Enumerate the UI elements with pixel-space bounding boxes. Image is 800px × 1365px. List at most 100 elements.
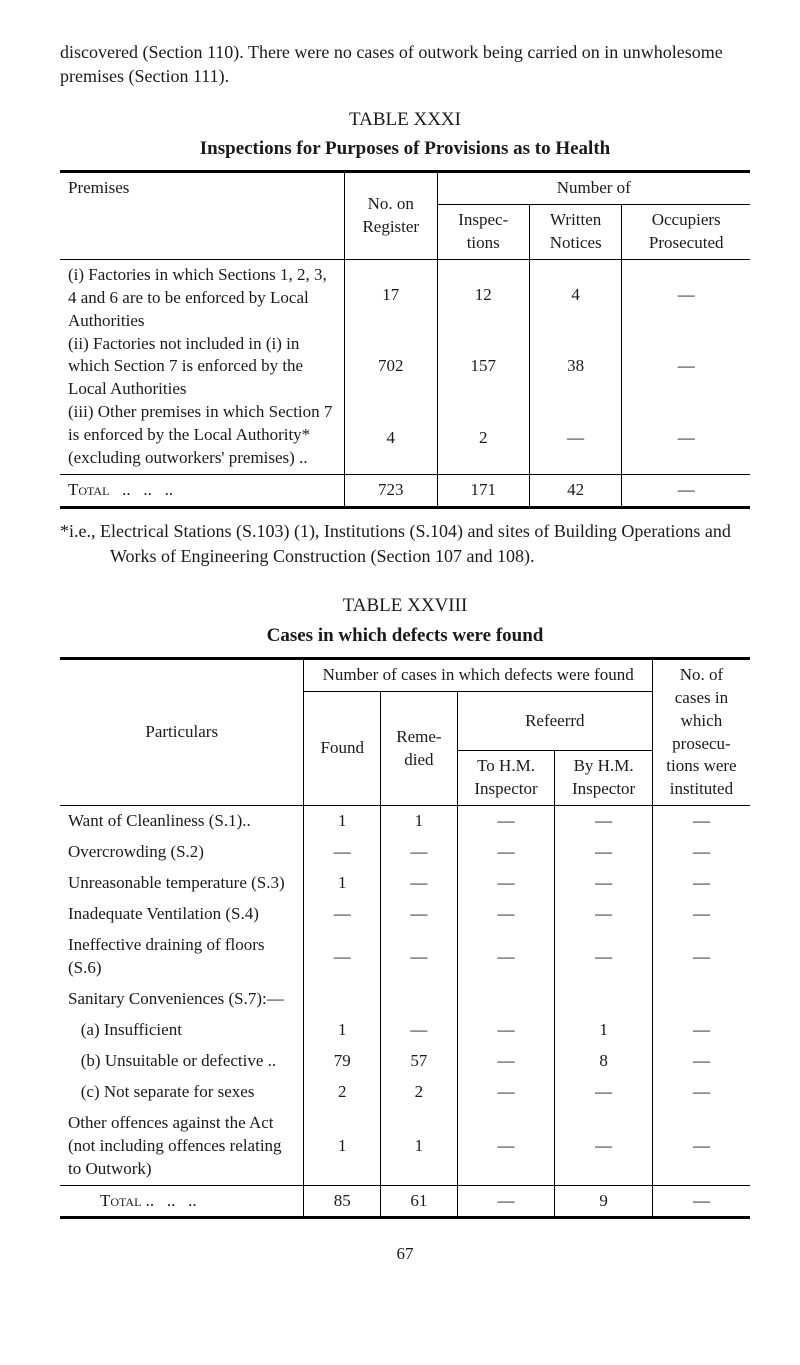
th-remedied: Reme- died	[381, 691, 458, 806]
th-premises: Premises	[60, 171, 345, 259]
cell: —	[652, 806, 750, 837]
th-refeerrd: Refeerrd	[457, 691, 652, 751]
cell	[304, 984, 381, 1015]
cell: 38	[529, 331, 621, 402]
cell: —	[652, 868, 750, 899]
cell-label: Inadequate Ventilation (S.4)	[60, 899, 304, 930]
cell-label: (a) Insufficient	[60, 1015, 304, 1046]
cell: —	[529, 402, 621, 474]
table-row: (c) Not separate for sexes 2 2 — — —	[60, 1077, 750, 1108]
cell: 57	[381, 1046, 458, 1077]
cell: —	[381, 868, 458, 899]
th-prosecutions: No. of cases in which prosecu-tions were…	[652, 658, 750, 806]
cell: 2	[437, 402, 529, 474]
cell: —	[652, 1108, 750, 1185]
cell: —	[652, 1046, 750, 1077]
th-register: No. on Register	[345, 171, 437, 259]
th-number-of: Number of	[437, 171, 750, 204]
cell	[555, 984, 653, 1015]
cell: —	[457, 1185, 555, 1218]
cell: —	[304, 837, 381, 868]
cell: —	[555, 899, 653, 930]
cell: 171	[437, 475, 529, 508]
cell: —	[652, 930, 750, 984]
total-label: Total ..	[100, 1191, 154, 1210]
cell: —	[555, 806, 653, 837]
cell: —	[381, 899, 458, 930]
cell: —	[622, 259, 750, 331]
cell: 8	[555, 1046, 653, 1077]
cell: 4	[345, 402, 437, 474]
table-row-total: Total .. .. .. 85 61 — 9 —	[60, 1185, 750, 1218]
cell: —	[555, 837, 653, 868]
cell: 4	[529, 259, 621, 331]
table-row: Other offences against the Act (not incl…	[60, 1108, 750, 1185]
cell: —	[457, 806, 555, 837]
cell-label: (b) Unsuitable or defective ..	[60, 1046, 304, 1077]
table2-title: TABLE XXVIII	[60, 593, 750, 619]
cell: —	[457, 1046, 555, 1077]
cell: 2	[304, 1077, 381, 1108]
cell: —	[457, 837, 555, 868]
cell: —	[457, 1015, 555, 1046]
row3-label: (iii) Other premises in which Section 7 …	[68, 401, 334, 470]
table-row: Want of Cleanliness (S.1).. 1 1 — — —	[60, 806, 750, 837]
cell: —	[457, 899, 555, 930]
cell: 85	[304, 1185, 381, 1218]
th-to-hm: To H.M. Inspector	[457, 751, 555, 806]
cell: 1	[304, 1015, 381, 1046]
cell	[381, 984, 458, 1015]
cell: —	[555, 1108, 653, 1185]
cell: 1	[304, 1108, 381, 1185]
table1: Premises No. on Register Number of Inspe…	[60, 170, 750, 509]
row1-label: (i) Factories in which Sections 1, 2, 3,…	[68, 264, 334, 333]
cell: —	[381, 930, 458, 984]
cell-label: Unreasonable temperature (S.3)	[60, 868, 304, 899]
cell: —	[457, 868, 555, 899]
cell: 1	[381, 806, 458, 837]
table2-subtitle: Cases in which defects were found	[60, 623, 750, 649]
cell: —	[622, 475, 750, 508]
cell: 17	[345, 259, 437, 331]
th-inspections: Inspec- tions	[437, 204, 529, 259]
cell: —	[622, 331, 750, 402]
cell: —	[555, 1077, 653, 1108]
cell: 1	[381, 1108, 458, 1185]
cell: 157	[437, 331, 529, 402]
th-by-hm: By H.M. Inspector	[555, 751, 653, 806]
cell: 2	[381, 1077, 458, 1108]
cell: 723	[345, 475, 437, 508]
table-row: Sanitary Conveniences (S.7):—	[60, 984, 750, 1015]
cell-label: Want of Cleanliness (S.1)..	[60, 806, 304, 837]
cell-label: Overcrowding (S.2)	[60, 837, 304, 868]
cell-label: Ineffective draining of floors (S.6)	[60, 930, 304, 984]
table1-subtitle: Inspections for Purposes of Provisions a…	[60, 136, 750, 162]
th-occupiers: Occupiers Prosecuted	[622, 204, 750, 259]
page-number: 67	[60, 1243, 750, 1266]
cell-label: Other offences against the Act (not incl…	[60, 1108, 304, 1185]
total-label: Total	[68, 480, 109, 499]
table1-title: TABLE XXXI	[60, 107, 750, 133]
cell: —	[457, 930, 555, 984]
cell: —	[652, 1015, 750, 1046]
table-row-total: Total .. .. .. 723 171 42 —	[60, 475, 750, 508]
cell: 9	[555, 1185, 653, 1218]
cell: —	[457, 1077, 555, 1108]
cell: 42	[529, 475, 621, 508]
cell-label: Sanitary Conveniences (S.7):—	[60, 984, 304, 1015]
cell	[652, 984, 750, 1015]
cell-label: (c) Not separate for sexes	[60, 1077, 304, 1108]
intro-paragraph: discovered (Section 110). There were no …	[60, 40, 750, 89]
cell: 1	[555, 1015, 653, 1046]
cell: —	[652, 899, 750, 930]
table-row: Ineffective draining of floors (S.6) — —…	[60, 930, 750, 984]
th-number-cases: Number of cases in which defects were fo…	[304, 658, 652, 691]
cell: 12	[437, 259, 529, 331]
cell: 79	[304, 1046, 381, 1077]
cell: 61	[381, 1185, 458, 1218]
table-row: Unreasonable temperature (S.3) 1 — — — —	[60, 868, 750, 899]
cell: —	[304, 930, 381, 984]
cell: 702	[345, 331, 437, 402]
table-row: (b) Unsuitable or defective .. 79 57 — 8…	[60, 1046, 750, 1077]
cell: —	[381, 837, 458, 868]
